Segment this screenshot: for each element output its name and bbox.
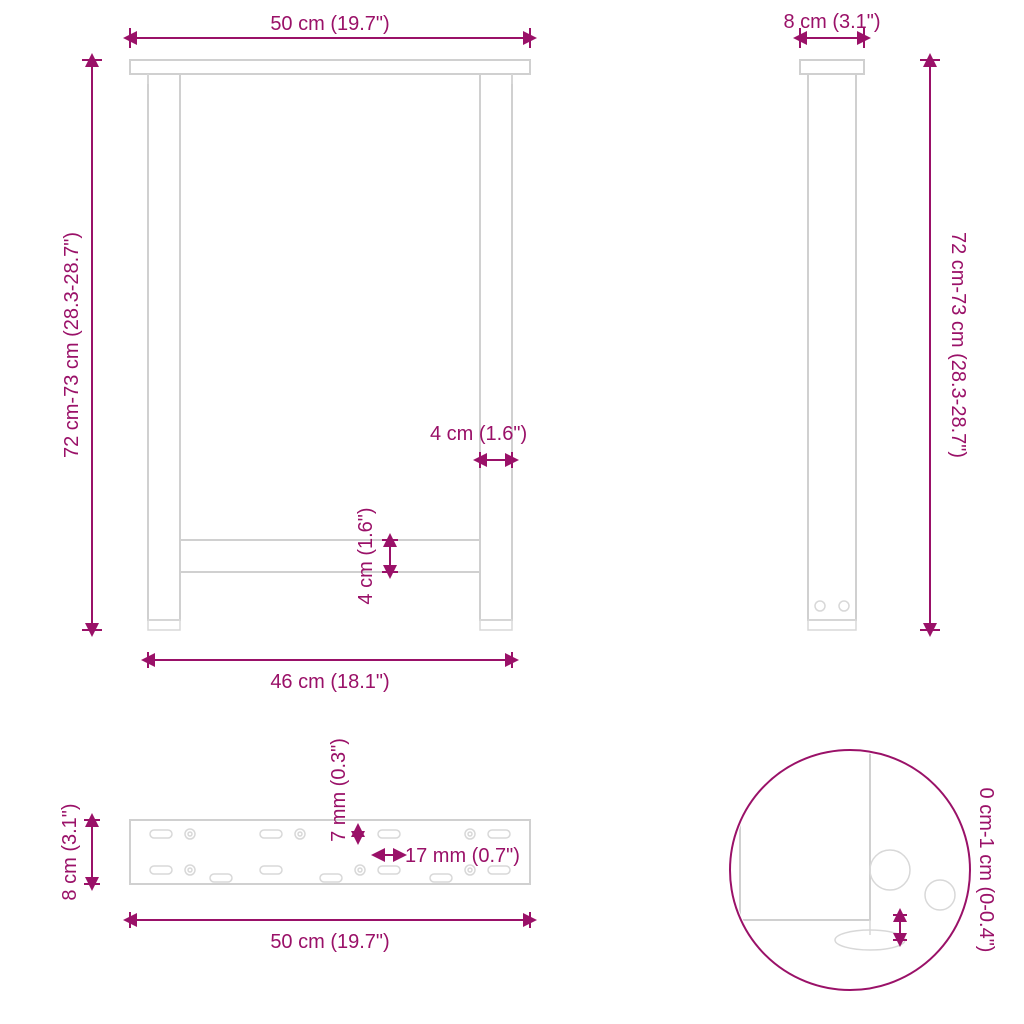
label-height: 72 cm-73 cm (28.3-28.7") — [61, 232, 83, 458]
label-plate-depth: 8 cm (3.1") — [59, 803, 81, 900]
detail-view: 0 cm-1 cm (0-0.4") — [730, 750, 997, 990]
label-height-right: 72 cm-73 cm (28.3-28.7") — [947, 232, 969, 458]
label-plate-h: 7 mm (0.3") — [328, 738, 350, 842]
dim-plate-h: 7 mm (0.3") — [328, 738, 358, 842]
label-foot-adj: 0 cm-1 cm (0-0.4") — [975, 788, 997, 953]
dim-top-width: 50 cm (19.7") — [130, 13, 530, 48]
dim-side-depth: 8 cm (3.1") — [783, 11, 880, 48]
dim-height-right: 72 cm-73 cm (28.3-28.7") — [920, 60, 969, 630]
dim-plate-width: 50 cm (19.7") — [130, 912, 530, 953]
label-inner-w: 46 cm (18.1") — [270, 671, 389, 693]
label-tube-h: 4 cm (1.6") — [355, 507, 377, 604]
side-view — [800, 60, 864, 630]
label-side-depth: 8 cm (3.1") — [783, 11, 880, 33]
label-tube-w: 4 cm (1.6") — [430, 423, 527, 445]
dim-plate-depth: 8 cm (3.1") — [59, 803, 100, 900]
dim-tube-h: 4 cm (1.6") — [355, 507, 398, 604]
front-view — [130, 60, 530, 630]
dim-height-left: 72 cm-73 cm (28.3-28.7") — [61, 60, 102, 630]
label-slot-w: 17 mm (0.7") — [405, 845, 520, 867]
dim-inner-w: 46 cm (18.1") — [148, 652, 512, 693]
label-plate-width: 50 cm (19.7") — [270, 931, 389, 953]
label-top-width: 50 cm (19.7") — [270, 13, 389, 35]
dim-slot-w: 17 mm (0.7") — [378, 845, 520, 867]
